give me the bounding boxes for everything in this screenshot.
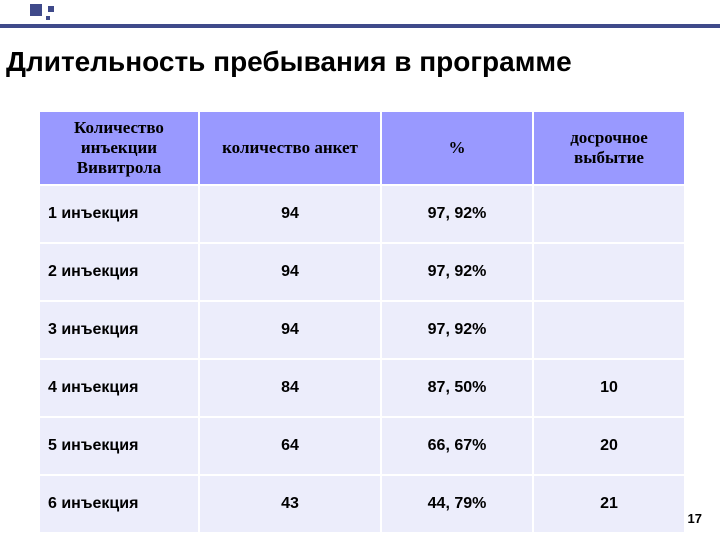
cell-count: 94 <box>200 244 380 300</box>
table-row: 4 инъекция 84 87, 50% 10 <box>40 360 684 416</box>
cell-dropout <box>534 244 684 300</box>
cell-count: 94 <box>200 302 380 358</box>
table-header-row: Количество инъекции Вивитрола количество… <box>40 112 684 184</box>
cell-dropout: 21 <box>534 476 684 532</box>
col-header-injections: Количество инъекции Вивитрола <box>40 112 198 184</box>
col-header-percent: % <box>382 112 532 184</box>
table-row: 5 инъекция 64 66, 67% 20 <box>40 418 684 474</box>
cell-dropout <box>534 302 684 358</box>
cell-percent: 97, 92% <box>382 186 532 242</box>
cell-dropout: 10 <box>534 360 684 416</box>
cell-label: 6 инъекция <box>40 476 198 532</box>
cell-label: 3 инъекция <box>40 302 198 358</box>
cell-percent: 87, 50% <box>382 360 532 416</box>
cell-count: 43 <box>200 476 380 532</box>
table-row: 1 инъекция 94 97, 92% <box>40 186 684 242</box>
cell-count: 84 <box>200 360 380 416</box>
cell-dropout: 20 <box>534 418 684 474</box>
cell-count: 64 <box>200 418 380 474</box>
slide-title: Длительность пребывания в программе <box>6 46 572 78</box>
cell-label: 4 инъекция <box>40 360 198 416</box>
cell-percent: 44, 79% <box>382 476 532 532</box>
cell-label: 1 инъекция <box>40 186 198 242</box>
table-row: 6 инъекция 43 44, 79% 21 <box>40 476 684 532</box>
top-rule <box>0 24 720 28</box>
cell-percent: 97, 92% <box>382 302 532 358</box>
cell-percent: 97, 92% <box>382 244 532 300</box>
data-table: Количество инъекции Вивитрола количество… <box>38 110 686 534</box>
cell-percent: 66, 67% <box>382 418 532 474</box>
cell-label: 5 инъекция <box>40 418 198 474</box>
cell-count: 94 <box>200 186 380 242</box>
table-row: 3 инъекция 94 97, 92% <box>40 302 684 358</box>
page-number: 17 <box>688 511 702 526</box>
col-header-dropout: досрочное выбытие <box>534 112 684 184</box>
cell-dropout <box>534 186 684 242</box>
table-row: 2 инъекция 94 97, 92% <box>40 244 684 300</box>
col-header-count: количество анкет <box>200 112 380 184</box>
cell-label: 2 инъекция <box>40 244 198 300</box>
